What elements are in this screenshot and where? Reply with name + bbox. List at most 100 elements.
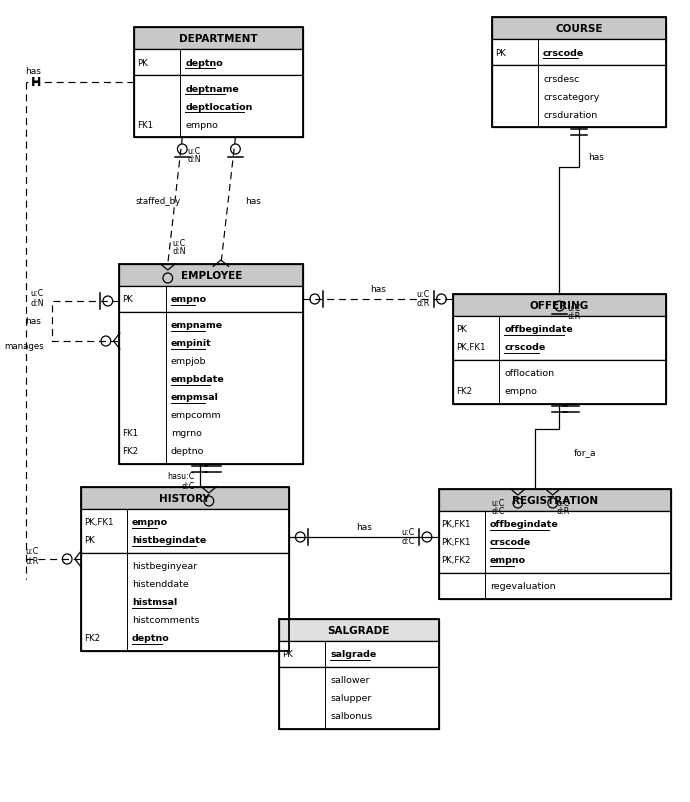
Text: u:C: u:C <box>567 304 580 313</box>
Text: EMPLOYEE: EMPLOYEE <box>181 270 242 281</box>
Text: PK: PK <box>456 325 466 334</box>
Text: u:C: u:C <box>31 290 44 298</box>
Text: manages: manages <box>4 342 44 351</box>
Text: crsdesc: crsdesc <box>543 75 580 83</box>
Text: REGISTRATION: REGISTRATION <box>511 496 598 505</box>
Text: mgrno: mgrno <box>170 429 201 438</box>
Text: histbegindate: histbegindate <box>132 536 206 545</box>
Text: empno: empno <box>490 556 526 565</box>
Bar <box>119 265 303 286</box>
Text: salbonus: salbonus <box>331 711 373 721</box>
Bar <box>279 619 439 642</box>
Text: deptno: deptno <box>185 59 223 67</box>
Bar <box>492 66 666 128</box>
Text: crscode: crscode <box>543 48 584 58</box>
Text: has: has <box>355 523 371 532</box>
Text: deptno: deptno <box>170 447 204 456</box>
Bar <box>81 488 288 509</box>
Text: histmsal: histmsal <box>132 597 177 607</box>
Bar <box>453 294 666 317</box>
Text: FK1: FK1 <box>137 120 153 129</box>
Text: empno: empno <box>132 518 168 527</box>
Text: deptname: deptname <box>185 84 239 93</box>
Text: crsduration: crsduration <box>543 111 598 119</box>
Bar <box>439 573 671 599</box>
Bar <box>134 28 303 138</box>
Text: PK,FK1: PK,FK1 <box>442 520 471 529</box>
Text: d:C: d:C <box>181 482 195 491</box>
Text: crscategory: crscategory <box>543 92 600 101</box>
Bar <box>119 313 303 464</box>
Bar <box>453 361 666 404</box>
Text: d:C: d:C <box>402 537 415 546</box>
Text: PK,FK1: PK,FK1 <box>442 538 471 547</box>
Text: empno: empno <box>185 120 218 129</box>
Text: PK: PK <box>137 59 148 67</box>
Text: PK: PK <box>83 536 95 545</box>
Text: u:C: u:C <box>26 547 39 556</box>
Text: has: has <box>370 286 386 294</box>
Text: COURSE: COURSE <box>555 24 602 34</box>
Text: PK: PK <box>282 650 293 658</box>
Text: deptlocation: deptlocation <box>185 103 253 111</box>
Text: sallower: sallower <box>331 675 370 685</box>
Text: u:C: u:C <box>492 499 505 508</box>
Text: FK2: FK2 <box>456 387 472 396</box>
Text: d:N: d:N <box>172 246 186 255</box>
Bar <box>81 488 288 651</box>
Bar <box>119 286 303 313</box>
Text: FK2: FK2 <box>83 634 100 642</box>
Text: PK,FK2: PK,FK2 <box>442 556 471 565</box>
Text: OFFERING: OFFERING <box>530 301 589 310</box>
Text: empname: empname <box>170 321 223 330</box>
Bar <box>134 50 303 76</box>
Text: FK1: FK1 <box>122 429 139 438</box>
Text: empbdate: empbdate <box>170 375 224 384</box>
Text: FK2: FK2 <box>122 447 139 456</box>
Text: empinit: empinit <box>170 339 211 348</box>
Text: has: has <box>589 153 604 162</box>
Text: offlocation: offlocation <box>504 369 555 378</box>
Text: PK,FK1: PK,FK1 <box>83 518 113 527</box>
Text: HISTORY: HISTORY <box>159 493 210 504</box>
Bar <box>119 265 303 464</box>
Text: for_a: for_a <box>574 448 596 456</box>
Bar <box>492 18 666 40</box>
Text: u:C: u:C <box>402 528 415 537</box>
Bar <box>134 76 303 138</box>
Text: PK,FK1: PK,FK1 <box>456 343 486 352</box>
Text: u:C: u:C <box>172 238 186 247</box>
Text: SALGRADE: SALGRADE <box>328 626 390 635</box>
Text: hasu:C: hasu:C <box>168 472 195 481</box>
Text: empjob: empjob <box>170 357 206 366</box>
Text: d:C: d:C <box>492 507 505 516</box>
Bar <box>81 509 288 553</box>
Text: empcomm: empcomm <box>170 411 221 420</box>
Text: regevaluation: regevaluation <box>490 581 555 591</box>
Bar <box>492 40 666 66</box>
Bar <box>279 642 439 667</box>
Text: d:R: d:R <box>26 557 39 565</box>
Text: crscode: crscode <box>504 343 546 352</box>
Text: salgrade: salgrade <box>331 650 377 658</box>
Text: d:R: d:R <box>567 312 580 321</box>
Text: empno: empno <box>504 387 538 396</box>
Text: d:R: d:R <box>557 507 570 516</box>
Text: empno: empno <box>170 295 207 304</box>
Bar <box>439 489 671 599</box>
Text: histcomments: histcomments <box>132 616 199 625</box>
Text: histenddate: histenddate <box>132 580 189 589</box>
Bar <box>279 667 439 729</box>
Text: u:C: u:C <box>187 148 200 156</box>
Bar <box>439 512 671 573</box>
Text: crscode: crscode <box>490 538 531 547</box>
Text: u:C: u:C <box>557 499 570 508</box>
Bar <box>81 553 288 651</box>
Text: d:N: d:N <box>30 299 44 308</box>
Text: offbegindate: offbegindate <box>504 325 573 334</box>
Text: staffed_by: staffed_by <box>136 196 181 206</box>
Text: empmsal: empmsal <box>170 393 219 402</box>
Text: DEPARTMENT: DEPARTMENT <box>179 34 258 44</box>
Text: PK: PK <box>122 295 133 304</box>
Bar <box>492 18 666 128</box>
